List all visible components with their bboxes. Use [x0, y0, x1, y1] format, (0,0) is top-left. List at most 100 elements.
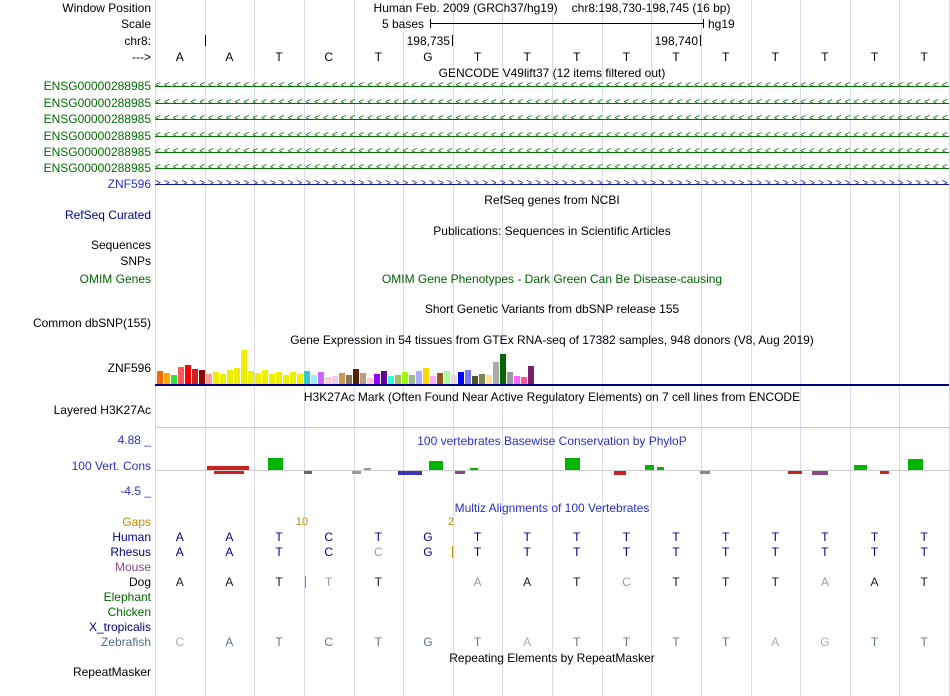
gtex-bar[interactable] — [297, 374, 303, 384]
gtex-bar[interactable] — [304, 371, 310, 384]
gridline — [552, 0, 553, 696]
conservation-mark — [268, 458, 283, 470]
species-label-x_tropicalis[interactable]: X_tropicalis — [88, 620, 151, 634]
alignment-base: T — [275, 545, 283, 559]
species-label-elephant[interactable]: Elephant — [103, 590, 151, 604]
scale-label: Scale — [120, 17, 151, 31]
gtex-bar[interactable] — [402, 372, 408, 384]
gtex-bar[interactable] — [234, 368, 240, 384]
gtex-bar[interactable] — [528, 366, 534, 384]
gtex-bar[interactable] — [213, 372, 219, 384]
gtex-bar[interactable] — [227, 370, 233, 384]
gtex-bar[interactable] — [444, 371, 450, 384]
gridline — [701, 0, 702, 696]
gtex-bar[interactable] — [451, 375, 457, 384]
gtex-bar[interactable] — [458, 372, 464, 384]
gtex-bar[interactable] — [514, 376, 520, 384]
repeatmasker-label[interactable]: RepeatMasker — [72, 665, 151, 679]
gene-track-label[interactable]: ENSG00000288985 — [43, 129, 151, 143]
gtex-bar[interactable] — [248, 371, 254, 384]
gtex-bar[interactable] — [164, 373, 170, 384]
gtex-bar[interactable] — [521, 377, 527, 384]
gene-track-label[interactable]: ENSG00000288985 — [43, 79, 151, 93]
gtex-bar[interactable] — [416, 371, 422, 384]
gtex-bar[interactable] — [472, 376, 478, 384]
gtex-bar[interactable] — [199, 370, 205, 384]
gtex-bar[interactable] — [339, 373, 345, 384]
gtex-title: Gene Expression in 54 tissues from GTEx … — [290, 333, 814, 347]
gtex-bar[interactable] — [437, 373, 443, 384]
gtex-bar[interactable] — [157, 371, 163, 384]
gene-track-label[interactable]: ENSG00000288985 — [43, 96, 151, 110]
gtex-bar[interactable] — [220, 374, 226, 384]
gtex-bar[interactable] — [381, 371, 387, 384]
gene-arrow-line[interactable]: <<<<<<<<<<<<<<<<<<<<<<<<<<<<<<<<<<<<<<<<… — [155, 96, 949, 110]
gtex-bar[interactable] — [353, 369, 359, 384]
gene-arrow-line[interactable]: <<<<<<<<<<<<<<<<<<<<<<<<<<<<<<<<<<<<<<<<… — [155, 79, 949, 93]
alignment-base: T — [771, 530, 779, 544]
gene-arrow-line[interactable]: <<<<<<<<<<<<<<<<<<<<<<<<<<<<<<<<<<<<<<<<… — [155, 145, 949, 159]
gtex-bar[interactable] — [171, 375, 177, 384]
sequence-base: T — [573, 50, 581, 64]
gtex-bar[interactable] — [388, 376, 394, 384]
gtex-bar[interactable] — [507, 372, 513, 384]
gene-track-label[interactable]: ENSG00000288985 — [43, 161, 151, 175]
gtex-bar[interactable] — [283, 375, 289, 384]
gtex-bar[interactable] — [493, 362, 499, 384]
omim-genes-label[interactable]: OMIM Genes — [79, 272, 151, 286]
species-label-mouse[interactable]: Mouse — [114, 560, 151, 574]
gtex-bar[interactable] — [276, 372, 282, 384]
gtex-bar[interactable] — [346, 375, 352, 384]
gtex-bar[interactable] — [241, 350, 247, 384]
gtex-bar[interactable] — [486, 375, 492, 384]
gtex-bar[interactable] — [430, 376, 436, 384]
gtex-bar[interactable] — [409, 375, 415, 384]
gtex-bar[interactable] — [374, 374, 380, 384]
gtex-bar[interactable] — [318, 372, 324, 384]
gtex-bar[interactable] — [178, 367, 184, 384]
gtex-bar[interactable] — [192, 369, 198, 384]
gene-arrow-line[interactable]: <<<<<<<<<<<<<<<<<<<<<<<<<<<<<<<<<<<<<<<<… — [155, 161, 949, 175]
gene-arrow-line[interactable]: <<<<<<<<<<<<<<<<<<<<<<<<<<<<<<<<<<<<<<<<… — [155, 112, 949, 126]
gtex-bar[interactable] — [325, 377, 331, 384]
species-label-rhesus[interactable]: Rhesus — [110, 545, 151, 559]
conservation-mark — [429, 461, 443, 470]
gtex-bar[interactable] — [332, 376, 338, 384]
gtex-bar[interactable] — [465, 370, 471, 384]
gene-arrow-line[interactable]: <<<<<<<<<<<<<<<<<<<<<<<<<<<<<<<<<<<<<<<<… — [155, 129, 949, 143]
sequence-base: T — [672, 50, 680, 64]
refseq-curated-label[interactable]: RefSeq Curated — [64, 208, 151, 222]
gtex-bar[interactable] — [185, 365, 191, 384]
species-label-zebrafish[interactable]: Zebrafish — [100, 635, 151, 649]
conservation-baseline — [155, 470, 949, 471]
gtex-gene-label[interactable]: ZNF596 — [107, 361, 151, 375]
gtex-bar[interactable] — [423, 368, 429, 384]
snps-label[interactable]: SNPs — [120, 254, 151, 268]
gene-arrow-line[interactable]: >>>>>>>>>>>>>>>>>>>>>>>>>>>>>>>>>>>>>>>>… — [155, 177, 949, 191]
gtex-bar[interactable] — [206, 374, 212, 384]
gtex-bar[interactable] — [500, 354, 506, 384]
species-label-chicken[interactable]: Chicken — [107, 605, 151, 619]
strand-direction-label[interactable]: ---> — [132, 50, 151, 64]
gene-track-label[interactable]: ENSG00000288985 — [43, 145, 151, 159]
gaps-label[interactable]: Gaps — [122, 515, 151, 529]
conservation-label[interactable]: 100 Vert. Cons — [71, 459, 151, 473]
h3k27ac-label[interactable]: Layered H3K27Ac — [53, 403, 151, 417]
gtex-bar[interactable] — [290, 372, 296, 384]
gene-track-label[interactable]: ENSG00000288985 — [43, 112, 151, 126]
sequences-label[interactable]: Sequences — [90, 238, 151, 252]
conservation-track[interactable] — [155, 446, 949, 494]
gtex-bar[interactable] — [395, 375, 401, 384]
gtex-bar[interactable] — [269, 374, 275, 384]
gtex-expression-bars[interactable] — [157, 348, 539, 384]
gtex-bar[interactable] — [262, 370, 268, 384]
gtex-bar[interactable] — [360, 373, 366, 384]
species-label-dog[interactable]: Dog — [128, 575, 151, 589]
gtex-bar[interactable] — [367, 378, 373, 384]
species-label-human[interactable]: Human — [112, 530, 151, 544]
gtex-bar[interactable] — [255, 373, 261, 384]
gtex-bar[interactable] — [311, 375, 317, 384]
gene-track-label[interactable]: ZNF596 — [107, 177, 151, 191]
dbsnp-label[interactable]: Common dbSNP(155) — [32, 316, 151, 330]
gtex-bar[interactable] — [479, 374, 485, 384]
